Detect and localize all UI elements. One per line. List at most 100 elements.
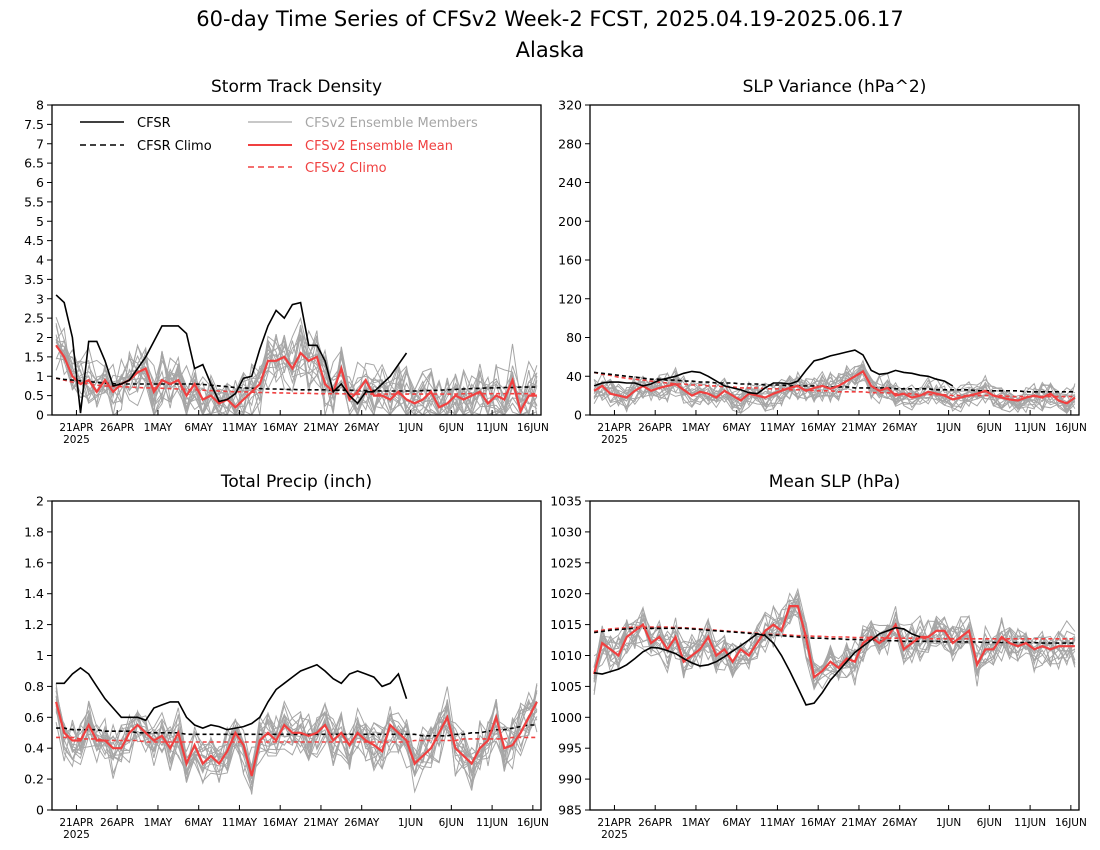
x-tick-label: 16JUN <box>517 422 549 434</box>
y-tick-label: 3 <box>36 291 44 306</box>
x-tick-label: 11MAY <box>222 817 258 829</box>
y-tick-label: 1035 <box>550 494 582 509</box>
y-tick-label: 0.4 <box>24 741 44 756</box>
ensemble-mean-line <box>55 701 538 777</box>
x-tick-label: 26MAY <box>882 817 918 829</box>
y-tick-label: 990 <box>558 772 582 787</box>
ensemble-mean-line <box>55 344 537 415</box>
y-tick-label: 995 <box>558 741 582 756</box>
x-tick-label: 6MAY <box>184 817 213 829</box>
plot-lines <box>55 294 538 415</box>
y-tick-label: 7.5 <box>24 117 44 132</box>
figure-title: 60-day Time Series of CFSv2 Week-2 FCST,… <box>196 7 903 31</box>
x-tick-label: 21MAY <box>841 817 877 829</box>
x-tick-label: 16MAY <box>263 817 299 829</box>
legend-label-cfsr-climo: CFSR Climo <box>137 139 212 154</box>
x-tick-label: 1JUN <box>936 422 961 434</box>
cfsr-climo-line <box>55 377 537 392</box>
legend-label-members: CFSv2 Ensemble Members <box>305 116 478 131</box>
y-tick-label: 2 <box>36 330 44 345</box>
x-tick-label: 26APR <box>638 817 672 829</box>
x-tick-label: 26MAY <box>344 817 380 829</box>
x-tick-label: 26APR <box>100 817 134 829</box>
legend-label-cfsr: CFSR <box>137 116 171 131</box>
y-tick-label: 1.2 <box>24 617 44 632</box>
ensemble-mean-line <box>593 605 1075 680</box>
ensemble-member-line <box>593 604 1076 679</box>
x-tick-label: 11JUN <box>476 817 508 829</box>
x-tick-label: 26MAY <box>882 422 918 434</box>
y-tick-label: 2 <box>36 494 44 509</box>
panel-mean-slp: Mean SLP (hPa) 985 990 995 1000 1005 1010 1015 1… <box>550 472 1087 841</box>
x-tick-label: 11JUN <box>1014 422 1046 434</box>
y-tick-label: 0 <box>574 408 582 423</box>
x-tick-label: 21MAY <box>303 422 339 434</box>
y-tick-label: 1 <box>36 648 44 663</box>
y-tick-label: 1.5 <box>24 349 44 364</box>
ensemble-member-line <box>593 367 1076 411</box>
x-tick-label: 1JUN <box>398 817 423 829</box>
ensemble-member-line <box>593 359 1076 414</box>
cfsr-line <box>593 626 921 706</box>
y-tick-label: 0.6 <box>24 710 44 725</box>
y-tick-label: 1.6 <box>24 555 44 570</box>
x-tick-label: 6JUN <box>977 817 1002 829</box>
x-tick-label: 21APR <box>597 422 631 434</box>
x-tick-label: 6JUN <box>439 817 464 829</box>
x-tick-label: 16MAY <box>801 422 837 434</box>
ensemble-member-line <box>55 696 538 785</box>
x-tick-label: 11MAY <box>760 422 796 434</box>
x-tick-label: 16JUN <box>1055 817 1087 829</box>
ensemble-member-line <box>55 691 538 789</box>
y-tick-label: 1005 <box>550 679 582 694</box>
x-tick-label: 1MAY <box>682 817 711 829</box>
x-tick-label: 26APR <box>638 422 672 434</box>
x-tick-label: 6MAY <box>722 817 751 829</box>
cfsr-line <box>56 663 408 731</box>
y-tick-label: 4.5 <box>24 233 44 248</box>
panel-slp-variance: SLP Variance (hPa^2) 0 40 80 120 160 200 240 280… <box>558 77 1087 446</box>
panel-storm-track-density: Storm Track Density 0 0.5 1 1.5 2 2.5 3 3.5 4 4.5 5… <box>24 77 549 446</box>
y-tick-label: 1030 <box>550 524 582 539</box>
panel-title: Storm Track Density <box>211 77 382 97</box>
plot-lines <box>55 663 538 795</box>
ensemble-member-line <box>594 364 1076 413</box>
ensemble-member-line <box>593 369 1076 415</box>
legend-label-ens-mean: CFSv2 Ensemble Mean <box>305 139 453 154</box>
x-year-label: 2025 <box>601 829 628 841</box>
y-tick-label: 6.5 <box>24 156 44 171</box>
y-tick-label: 3.5 <box>24 272 44 287</box>
panel-title: Mean SLP (hPa) <box>769 472 901 492</box>
x-tick-label: 6JUN <box>439 422 464 434</box>
y-tick-label: 320 <box>558 98 582 113</box>
x-tick-label: 21MAY <box>303 817 339 829</box>
y-tick-label: 1025 <box>550 555 582 570</box>
ensemble-mean-line <box>593 369 1076 405</box>
x-tick-label: 16MAY <box>801 817 837 829</box>
x-tick-label: 6MAY <box>722 422 751 434</box>
x-tick-label: 11MAY <box>222 422 258 434</box>
x-tick-label: 11JUN <box>476 422 508 434</box>
y-tick-label: 6 <box>36 175 44 190</box>
x-tick-label: 1MAY <box>682 422 711 434</box>
x-tick-label: 16JUN <box>1055 422 1087 434</box>
y-tick-label: 240 <box>558 175 582 190</box>
y-tick-label: 1 <box>36 369 44 384</box>
ensemble-member-line <box>55 330 538 415</box>
x-tick-label: 11MAY <box>760 817 796 829</box>
x-tick-label: 26MAY <box>344 422 380 434</box>
ensemble-member-line <box>593 591 1075 689</box>
x-year-label: 2025 <box>63 829 90 841</box>
y-tick-label: 1015 <box>550 617 582 632</box>
y-tick-label: 200 <box>558 214 582 229</box>
x-tick-label: 21APR <box>597 817 631 829</box>
x-year-label: 2025 <box>63 434 90 446</box>
x-tick-label: 1JUN <box>398 422 423 434</box>
y-tick-label: 7 <box>36 136 44 151</box>
x-tick-label: 6MAY <box>184 422 213 434</box>
x-tick-label: 1MAY <box>144 422 173 434</box>
x-tick-label: 1MAY <box>144 817 173 829</box>
x-year-label: 2025 <box>601 434 628 446</box>
x-tick-label: 1JUN <box>936 817 961 829</box>
